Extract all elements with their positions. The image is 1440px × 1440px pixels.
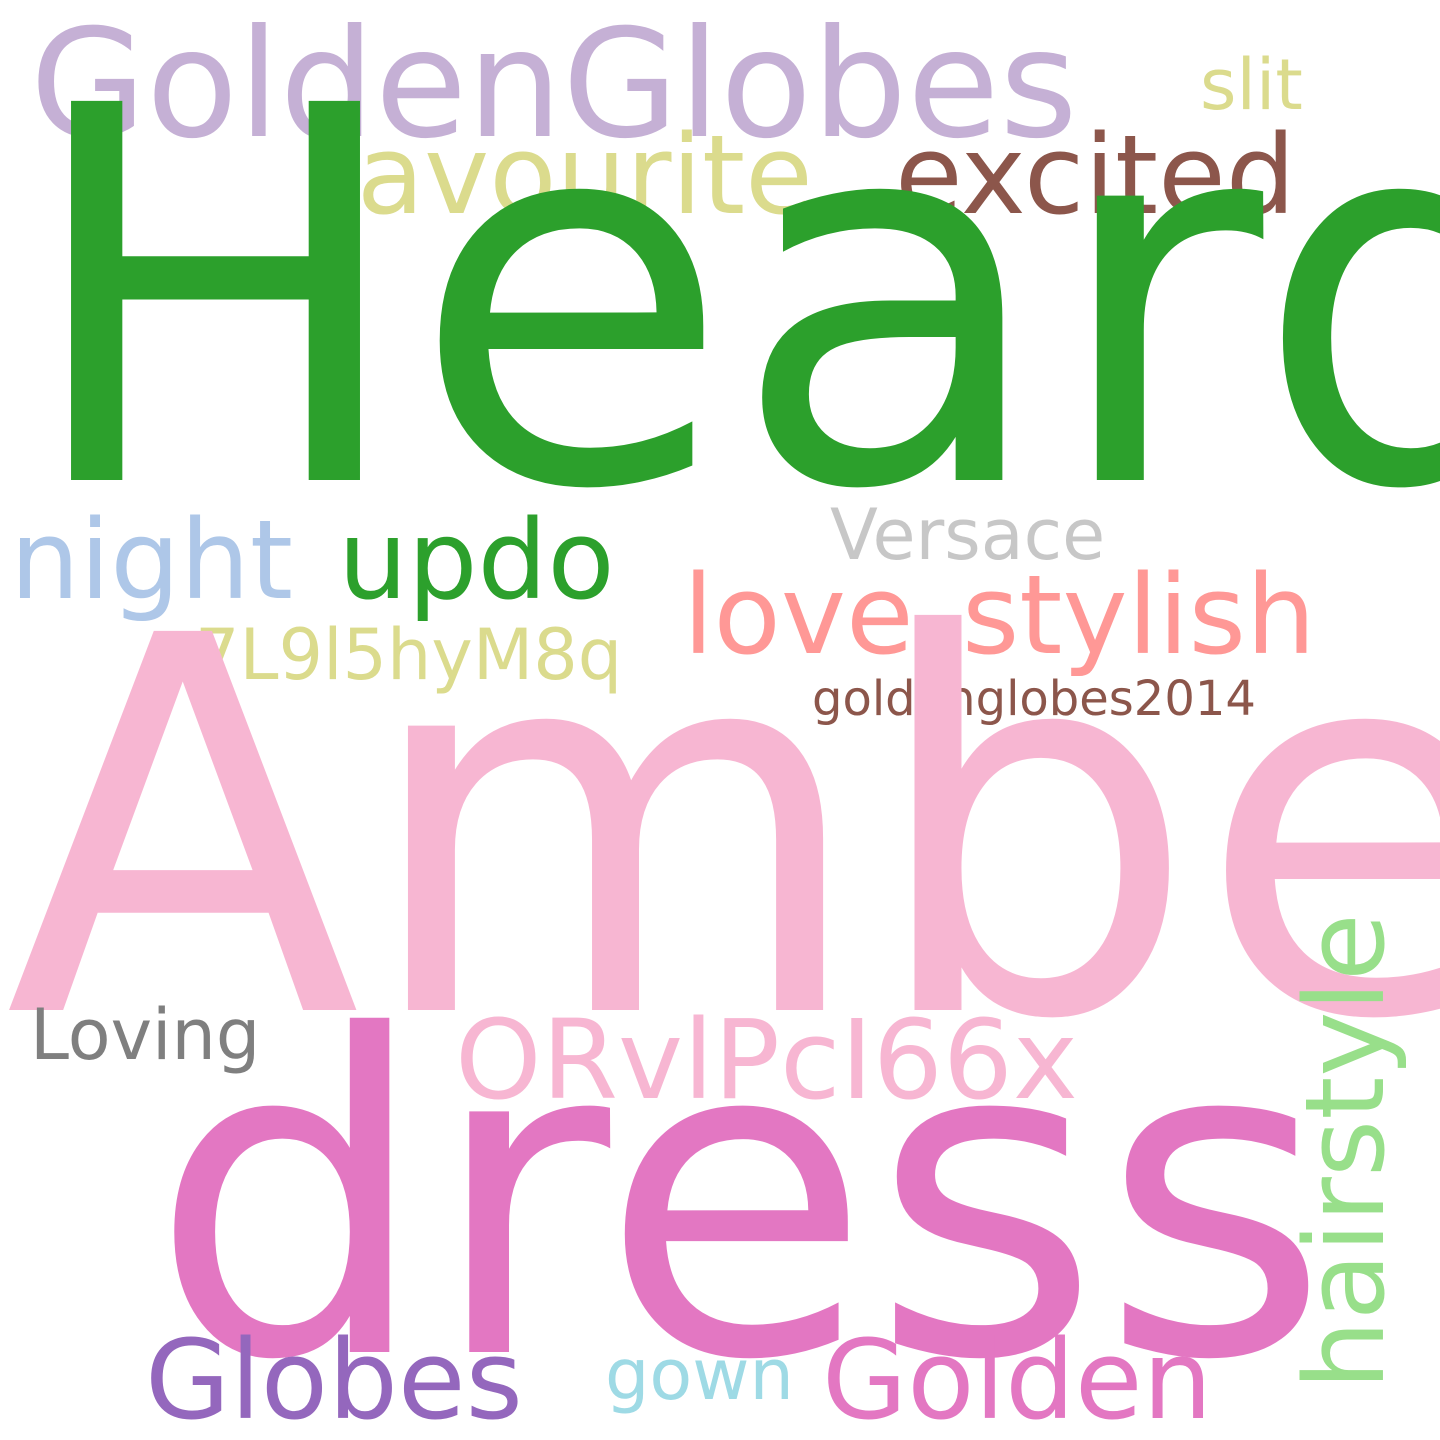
word-heard: Heard xyxy=(20,0,1440,603)
word-golden: Golden xyxy=(822,1316,1213,1440)
word-stylish: stylish xyxy=(962,551,1316,679)
word-7l9l5hym8q: 7L9l5hyM8q xyxy=(195,614,623,696)
word-night: night xyxy=(10,496,293,624)
word-goldenglobes2014: goldenglobes2014 xyxy=(812,671,1256,727)
word-globes: Globes xyxy=(145,1316,523,1440)
word-goldenglobes: GoldenGlobes xyxy=(30,0,1078,172)
word-favourite: favourite xyxy=(318,111,813,239)
word-slit: slit xyxy=(1200,44,1303,126)
word-versace: Versace xyxy=(830,494,1106,576)
word-dress: dress xyxy=(150,944,1330,1440)
word-loving: Loving xyxy=(30,994,261,1076)
word-gown: gown xyxy=(605,1334,794,1416)
word-excited: excited xyxy=(895,111,1296,239)
word-amber: Amber xyxy=(5,527,1440,1133)
word-love: love xyxy=(683,551,914,679)
word-updo: updo xyxy=(338,496,615,624)
word-orvlpci66x: ORvlPcI66x xyxy=(455,996,1078,1124)
